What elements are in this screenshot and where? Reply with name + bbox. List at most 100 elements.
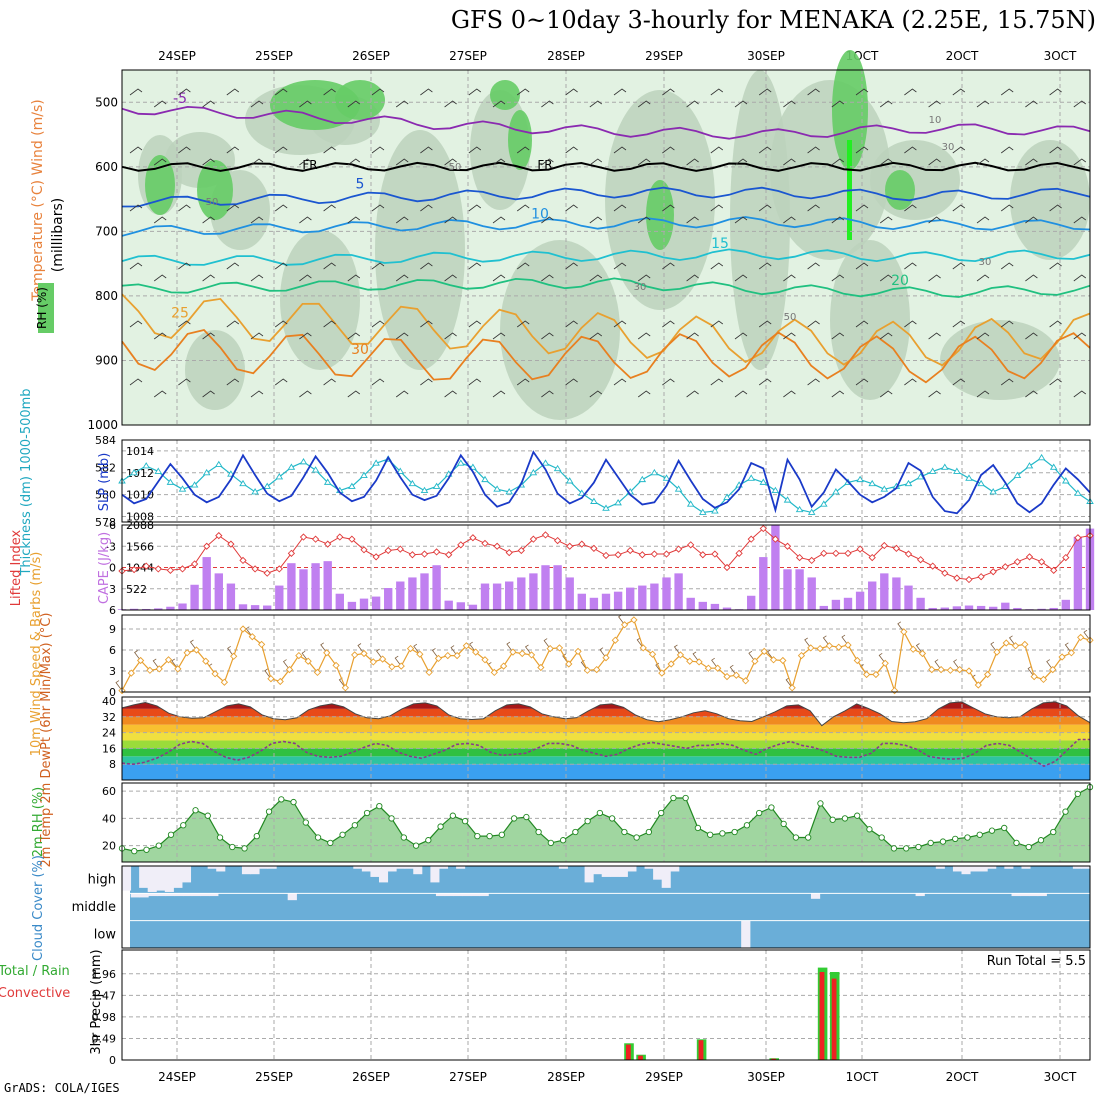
cape-bar: [710, 603, 720, 610]
cape-bar: [940, 607, 949, 610]
freezing-level-line: [121, 161, 1091, 172]
wind-barb-icon: [662, 378, 675, 386]
cloud-cover-cell: [627, 866, 637, 872]
wind-barb-icon: [1073, 390, 1087, 398]
wind-barb-icon: [976, 332, 990, 340]
cape-bar: [311, 563, 320, 610]
rh2m-marker: [535, 828, 542, 836]
wind-barb-icon: [565, 88, 578, 96]
cape-bar: [275, 585, 284, 610]
wind-barb-icon: [1025, 390, 1038, 398]
wind-barb-icon: [420, 378, 433, 386]
rh2m-marker: [608, 815, 616, 822]
wind-barb-icon: [758, 146, 772, 154]
wind-barb-icon: [468, 378, 482, 386]
cloud-cover-cell: [200, 893, 210, 897]
wind-barb-icon: [662, 262, 675, 270]
rh2m-marker: [143, 846, 150, 853]
surface-wind-barb-icon: [394, 655, 402, 667]
wind-speed-marker: [509, 648, 517, 656]
thickness-marker: [699, 508, 707, 515]
cape-bar: [916, 597, 925, 610]
rh-contour-label: 50: [206, 197, 219, 208]
wind-barb-icon: [444, 158, 457, 166]
wind-barb-icon: [613, 262, 627, 270]
surface-wind-barb-icon: [264, 668, 272, 679]
wind-barb-icon: [226, 204, 240, 212]
pressure-tick-label: 1000: [87, 418, 118, 432]
wind-barb-icon: [541, 390, 554, 398]
wind-speed-marker: [844, 641, 852, 649]
wind-barb-icon: [758, 88, 772, 96]
wind-barb-icon: [178, 262, 191, 270]
rh2m-marker: [829, 816, 836, 823]
lifted-index-marker: [614, 551, 622, 559]
wind-barb-icon: [686, 100, 699, 108]
cloud-cover-cell: [378, 866, 389, 883]
wind-barb-icon: [637, 332, 651, 340]
cloud-cover-cell: [1004, 866, 1014, 869]
wind-speed-marker: [425, 668, 433, 677]
lifted-index-tick-label: 0: [109, 562, 116, 575]
date-label-bottom: 29SEP: [645, 1070, 683, 1084]
wind-speed-marker: [714, 664, 722, 672]
wind-barb-icon: [734, 332, 748, 340]
wind-speed-marker: [276, 677, 284, 686]
wind-barb-icon: [783, 158, 796, 166]
cloud-cover-fill: [130, 866, 1090, 948]
cape-bar: [650, 583, 659, 610]
date-label-top: 28SEP: [547, 49, 585, 63]
cape-bar: [819, 605, 828, 610]
wind-barb-icon: [1000, 88, 1014, 96]
wind-barb-icon: [516, 88, 530, 96]
wind-speed-marker: [788, 684, 796, 692]
wind-barb-icon: [468, 320, 482, 328]
cape-bar: [601, 593, 611, 610]
date-label-bottom: 2OCT: [946, 1070, 979, 1084]
surface-wind-barb-icon: [785, 677, 793, 689]
lifted-index-marker: [469, 534, 477, 542]
slp-ylabel: SLP (mb): [97, 453, 112, 512]
thickness-marker: [432, 482, 441, 489]
rh2m-marker: [376, 803, 383, 810]
pressure-tick-label: 500: [95, 95, 118, 109]
wind-barb-icon: [831, 390, 845, 398]
cloud-cover-cell: [601, 866, 611, 877]
rh-shading: [185, 330, 245, 410]
rh2m-marker: [180, 822, 187, 829]
lifted-index-marker: [844, 549, 852, 557]
wind-barb-icon: [734, 216, 748, 224]
rh-contour-label: 30: [979, 257, 992, 268]
rh2m-marker: [474, 832, 481, 840]
surface-wind-barb-icon: [822, 635, 830, 647]
lifted-index-marker: [396, 545, 404, 553]
wind-speed-marker: [239, 625, 247, 633]
wind-barb-icon: [686, 158, 699, 166]
wind-barb-icon: [904, 378, 917, 386]
rh2m-marker: [351, 822, 358, 829]
thickness-marker: [783, 496, 792, 503]
lifted-index-marker: [130, 565, 138, 574]
wind-speed-marker: [1011, 642, 1020, 650]
temperature-contour-label: 30: [351, 342, 369, 358]
rh2m-marker: [939, 838, 947, 845]
thickness-marker: [251, 488, 259, 495]
cape-bar: [904, 585, 913, 610]
wind-speed-marker: [481, 656, 489, 664]
rh-contour-label: 50: [784, 312, 797, 323]
wind-speed-marker: [630, 616, 638, 624]
wind-speed-marker: [257, 640, 266, 649]
cloud-cover-cell: [456, 866, 466, 869]
lifted-index-ylabel: Lifted Index: [9, 529, 24, 606]
wind-barb-icon: [250, 274, 264, 282]
surface-wind-barb-icon: [897, 621, 905, 633]
surface-wind-barb-icon: [1064, 642, 1072, 654]
wind-barb-icon: [976, 100, 990, 108]
cloud-cover-cell: [165, 893, 175, 897]
thickness-marker: [614, 498, 622, 506]
wind-barb-icon: [976, 390, 990, 398]
surface-wind-barb-icon: [134, 650, 141, 661]
rh2m-marker: [1050, 828, 1057, 836]
rh2m-marker: [780, 820, 787, 828]
cape-bar: [1049, 607, 1058, 610]
